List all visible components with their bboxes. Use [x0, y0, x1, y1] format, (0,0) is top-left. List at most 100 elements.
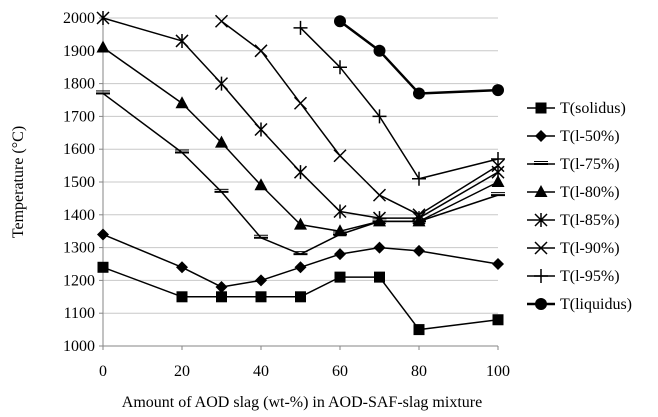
y-tick-label: 1600	[63, 141, 95, 158]
y-tick-labels: 1000 1100 1200 1300 1400 1500 1600 1700 1800 1900…	[63, 10, 95, 355]
y-tick-label: 1500	[63, 174, 95, 191]
series-t-l-80	[96, 40, 505, 237]
x-tick-labels: 0 20 40 60 80 100	[99, 363, 510, 380]
data-point	[254, 234, 268, 239]
legend-marker	[534, 185, 548, 197]
series-t-l-50	[97, 228, 504, 293]
legend-label: T(l-90%)	[560, 240, 620, 257]
legend-marker	[534, 161, 548, 165]
x-tick-label: 100	[486, 363, 510, 380]
data-point	[293, 96, 308, 110]
legend-item: T(solidus)	[527, 100, 626, 117]
data-point	[333, 149, 347, 163]
legend-label: T(l-80%)	[560, 184, 620, 201]
legend-item: T(l-85%)	[527, 212, 620, 229]
x-axis-label: Amount of AOD slag (wt-%) in AOD-SAF-sla…	[122, 394, 482, 411]
legend-item: T(l-95%)	[527, 268, 620, 285]
x-tick-label: 60	[332, 363, 348, 380]
data-point	[215, 135, 228, 148]
data-point	[96, 11, 110, 25]
data-point	[413, 244, 425, 257]
data-point	[492, 84, 504, 97]
y-tick-label: 1700	[63, 108, 95, 125]
data-point	[333, 60, 347, 75]
legend-marker	[534, 269, 548, 283]
legend-marker	[535, 130, 547, 142]
series-line	[102, 46, 499, 232]
data-point	[412, 171, 426, 186]
data-point	[254, 44, 268, 58]
legend-marker	[535, 298, 547, 310]
legend-item: T(liquidus)	[527, 296, 632, 313]
data-point	[295, 291, 306, 303]
series-line	[102, 17, 499, 219]
data-point	[293, 251, 308, 256]
y-tick-label: 1200	[63, 272, 95, 289]
data-point	[215, 280, 228, 293]
data-point	[333, 224, 347, 237]
data-point	[254, 178, 268, 191]
data-point	[214, 76, 229, 91]
legend-label: T(l-95%)	[560, 268, 620, 285]
data-point	[372, 188, 387, 202]
data-point	[97, 228, 109, 241]
y-tick-label: 1900	[63, 43, 95, 60]
series-t-solidus	[97, 261, 504, 336]
data-point	[176, 291, 188, 303]
y-tick-label: 1000	[63, 338, 95, 355]
data-point	[175, 149, 189, 154]
legend-label: T(l-75%)	[560, 156, 620, 173]
data-point	[373, 241, 386, 254]
data-point	[294, 217, 307, 230]
data-point	[333, 204, 347, 219]
data-point	[214, 188, 229, 193]
legend-label: T(l-85%)	[560, 212, 620, 229]
y-tick-label: 1300	[63, 240, 95, 257]
data-point	[96, 90, 110, 95]
legend-marker	[534, 241, 548, 255]
data-point	[491, 165, 505, 180]
data-point	[175, 96, 189, 109]
legend-item: T(l-90%)	[527, 240, 620, 257]
data-point	[372, 211, 387, 226]
legend-item: T(l-50%)	[527, 128, 620, 145]
data-point	[412, 208, 426, 222]
y-tick-label: 1800	[63, 76, 95, 93]
data-point	[334, 248, 346, 261]
y-axis-label: Temperature (°C)	[10, 126, 27, 238]
legend-item: T(l-80%)	[527, 184, 620, 201]
data-point	[293, 20, 308, 35]
data-point	[255, 291, 267, 303]
x-tick-label: 80	[411, 363, 427, 380]
data-point	[412, 211, 426, 226]
data-point	[176, 261, 188, 274]
data-point	[334, 15, 346, 28]
data-point	[255, 274, 267, 287]
plot-area	[96, 11, 505, 336]
data-point	[413, 87, 425, 100]
y-tick-label: 1400	[63, 207, 95, 224]
y-tick-label: 1100	[64, 305, 95, 322]
x-tick-label: 40	[253, 363, 269, 380]
data-point	[254, 122, 268, 137]
legend-label: T(solidus)	[560, 100, 626, 117]
legend: T(solidus) T(l-50%) T(l-75%) T(l-80%) T(l-85…	[527, 100, 632, 313]
data-point	[413, 324, 425, 336]
data-point	[293, 165, 308, 180]
legend-marker	[534, 213, 548, 227]
series-t-liquidus	[334, 15, 504, 100]
data-point	[374, 271, 385, 283]
data-point	[334, 271, 346, 283]
legend-label: T(liquidus)	[560, 296, 632, 313]
data-point	[491, 192, 505, 197]
legend-item: T(l-75%)	[527, 156, 620, 173]
data-point	[96, 40, 110, 53]
series-t-l-95	[293, 20, 505, 186]
data-point	[175, 33, 189, 48]
x-tick-label: 0	[99, 363, 107, 380]
data-point	[491, 152, 505, 167]
data-point	[491, 175, 505, 187]
data-point	[373, 44, 386, 57]
series-t-l-85	[96, 11, 505, 226]
